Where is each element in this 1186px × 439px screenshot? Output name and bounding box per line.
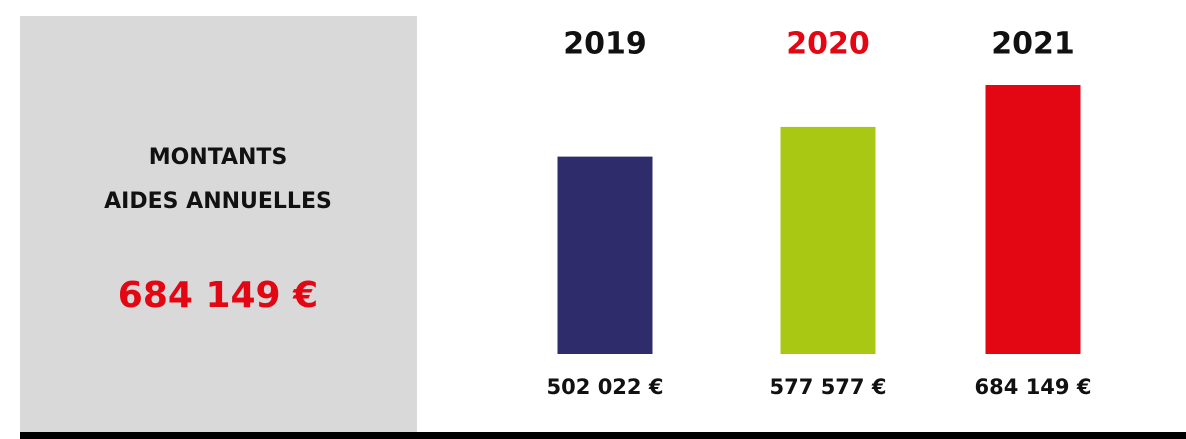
- category-label: 2020: [786, 27, 870, 62]
- category-label: 2021: [991, 27, 1075, 62]
- value-label: 577 577 €: [770, 375, 887, 399]
- value-label: 502 022 €: [547, 375, 664, 399]
- bar: [557, 156, 653, 354]
- summary-panel: [20, 16, 417, 432]
- summary-title: AIDES ANNUELLES: [104, 189, 332, 214]
- bar: [780, 126, 876, 355]
- summary-total: 684 149 €: [118, 275, 318, 316]
- bottom-rule: [20, 432, 1186, 439]
- category-label: 2019: [563, 27, 647, 62]
- summary-title: MONTANTS: [149, 145, 288, 170]
- bar: [985, 85, 1081, 354]
- value-label: 684 149 €: [975, 375, 1092, 399]
